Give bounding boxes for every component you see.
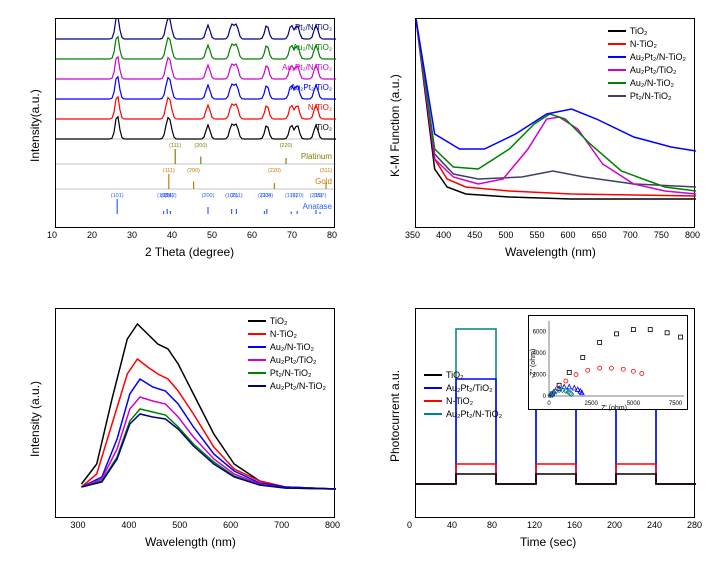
panel-d-inset-svg: 02500500075000200040006000Z' (ohm)-Z'' (… xyxy=(529,316,689,411)
svg-text:Anatase: Anatase xyxy=(303,202,333,211)
svg-text:(200): (200) xyxy=(194,143,207,149)
svg-text:6000: 6000 xyxy=(533,330,547,336)
svg-text:5000: 5000 xyxy=(627,401,641,407)
svg-text:(107): (107) xyxy=(314,193,327,199)
svg-text:(311): (311) xyxy=(320,168,333,174)
svg-text:(220): (220) xyxy=(291,193,304,199)
panel-b-ylabel: K-M Function (a.u.) xyxy=(388,57,402,177)
panel-b: (b) TiO₂N-TiO₂Au₂Pt₂/N-TiO₂Au₂Pt₂/TiO₂Au… xyxy=(370,10,710,270)
svg-text:(220): (220) xyxy=(280,143,293,149)
svg-text:N-TiO₂: N-TiO₂ xyxy=(308,103,332,112)
svg-text:0: 0 xyxy=(543,394,547,400)
svg-text:0: 0 xyxy=(547,401,551,407)
panel-d-ylabel: Photocurrent a.u. xyxy=(388,352,402,462)
panel-c-xlabel: Wavelength (nm) xyxy=(145,535,236,549)
svg-text:7500: 7500 xyxy=(669,401,683,407)
panel-d: (d) TiO₂Au₂Pt₂/TiO₂N-TiO₂Au₂Pt₂/N-TiO₂ 0… xyxy=(370,300,710,560)
svg-text:Au₂/N-TiO₂: Au₂/N-TiO₂ xyxy=(293,43,332,52)
panel-a: (a) Pt₂/N-TiO₂Au₂/N-TiO₂Au₂Pt₂/N-TiO₂Au₂… xyxy=(10,10,350,270)
svg-text:(200): (200) xyxy=(202,193,215,199)
svg-text:(101): (101) xyxy=(111,193,124,199)
svg-text:(111): (111) xyxy=(163,168,175,174)
panel-b-xlabel: Wavelength (nm) xyxy=(505,245,596,259)
panel-b-plot: TiO₂N-TiO₂Au₂Pt₂/N-TiO₂Au₂Pt₂/TiO₂Au₂/N-… xyxy=(415,18,695,228)
panel-a-plot: Pt₂/N-TiO₂ Au₂/N-TiO₂ Au₂Pt₂/N-TiO₂ Au₂Pt₂/… xyxy=(55,18,335,228)
svg-text:Au₂Pt₂/N-TiO₂: Au₂Pt₂/N-TiO₂ xyxy=(282,63,332,72)
svg-text:Platinum: Platinum xyxy=(301,152,332,161)
panel-c: (c) TiO₂N-TiO₂Au₂/N-TiO₂Au₂Pt₂/TiO₂Pt₂/N… xyxy=(10,300,350,560)
svg-text:(220): (220) xyxy=(268,168,281,174)
panel-d-legend: TiO₂Au₂Pt₂/TiO₂N-TiO₂Au₂Pt₂/N-TiO₂ xyxy=(424,369,502,421)
panel-d-xlabel: Time (sec) xyxy=(520,535,576,549)
panel-c-plot: TiO₂N-TiO₂Au₂/N-TiO₂Au₂Pt₂/TiO₂Pt₂/N-TiO… xyxy=(55,308,335,518)
panel-d-inset: 02500500075000200040006000Z' (ohm)-Z'' (… xyxy=(528,315,688,410)
panel-a-ylabel: Intensity(a.u.) xyxy=(28,72,42,162)
panel-a-xlabel: 2 Theta (degree) xyxy=(145,245,234,259)
svg-text:TiO₂: TiO₂ xyxy=(316,123,332,132)
svg-text:Gold: Gold xyxy=(315,177,332,186)
svg-text:(111): (111) xyxy=(169,143,181,149)
panel-c-legend: TiO₂N-TiO₂Au₂/N-TiO₂Au₂Pt₂/TiO₂Pt₂/N-TiO… xyxy=(248,315,326,393)
panel-a-svg: Pt₂/N-TiO₂ Au₂/N-TiO₂ Au₂Pt₂/N-TiO₂ Au₂Pt₂/… xyxy=(56,19,336,229)
svg-text:Z' (ohm): Z' (ohm) xyxy=(601,405,627,411)
svg-text:(211): (211) xyxy=(230,193,243,199)
panel-d-plot: TiO₂Au₂Pt₂/TiO₂N-TiO₂Au₂Pt₂/N-TiO₂ 0 2500… xyxy=(415,308,695,518)
panel-b-legend: TiO₂N-TiO₂Au₂Pt₂/N-TiO₂Au₂Pt₂/TiO₂Au₂/N-… xyxy=(608,25,686,103)
svg-text:-Z'' (ohm): -Z'' (ohm) xyxy=(530,349,537,379)
svg-text:2500: 2500 xyxy=(585,401,599,407)
svg-text:(112): (112) xyxy=(164,193,177,199)
panel-c-ylabel: Intensity (a.u.) xyxy=(28,357,42,457)
svg-text:(200): (200) xyxy=(187,168,200,174)
svg-text:Au₂Pt₂/TiO₂: Au₂Pt₂/TiO₂ xyxy=(291,83,332,92)
svg-text:(204): (204) xyxy=(260,193,273,199)
svg-text:Pt₂/N-TiO₂: Pt₂/N-TiO₂ xyxy=(295,23,332,32)
